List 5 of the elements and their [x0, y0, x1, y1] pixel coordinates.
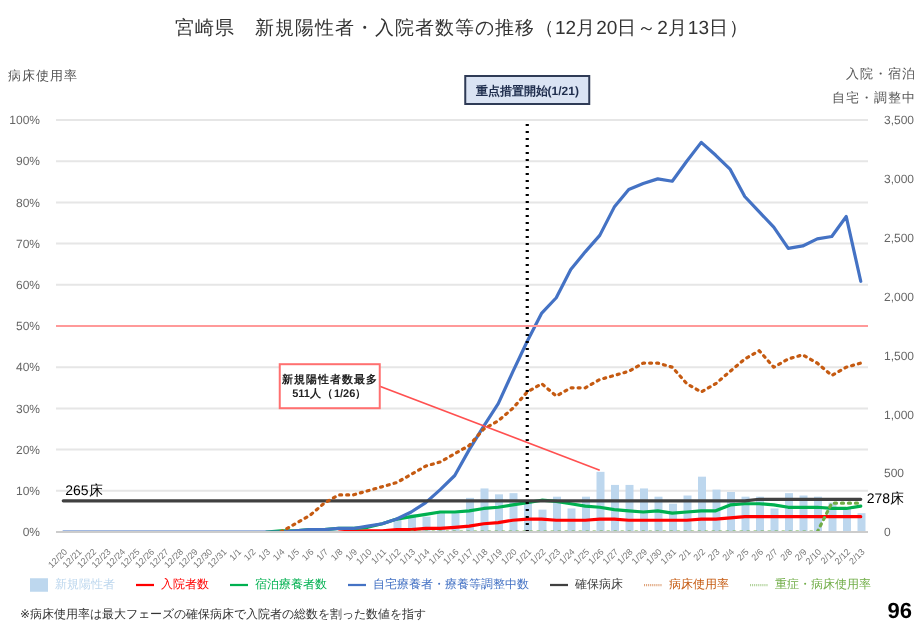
text: 96: [887, 600, 912, 624]
line-series: [61, 140, 863, 532]
line-series: [279, 349, 863, 532]
line-series: [337, 515, 863, 532]
chart-title: 宮崎県 新規陽性者・入院者数等の推移（12月20日～2月13日）: [173, 16, 751, 42]
